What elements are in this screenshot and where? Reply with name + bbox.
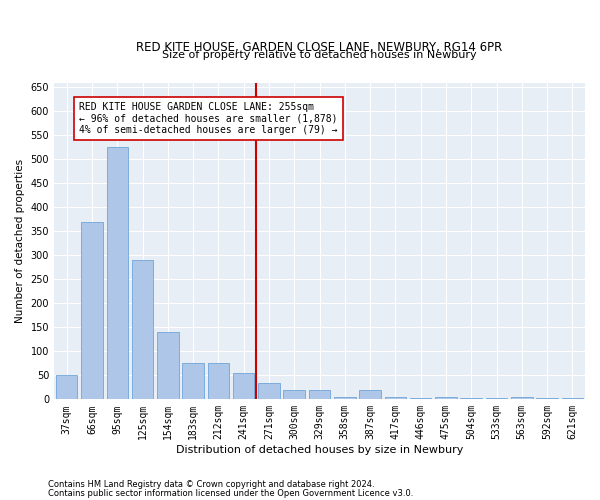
Bar	[486, 398, 507, 400]
Text: RED KITE HOUSE GARDEN CLOSE LANE: 255sqm
← 96% of detached houses are smaller (1: RED KITE HOUSE GARDEN CLOSE LANE: 255sqm…	[79, 102, 338, 135]
Bar	[385, 397, 406, 400]
Text: Contains HM Land Registry data © Crown copyright and database right 2024.: Contains HM Land Registry data © Crown c…	[48, 480, 374, 489]
X-axis label: Distribution of detached houses by size in Newbury: Distribution of detached houses by size …	[176, 445, 463, 455]
Y-axis label: Number of detached properties: Number of detached properties	[15, 159, 25, 323]
Bar	[107, 148, 128, 400]
Bar	[283, 390, 305, 400]
Text: Contains public sector information licensed under the Open Government Licence v3: Contains public sector information licen…	[48, 488, 413, 498]
Bar	[208, 364, 229, 400]
Bar	[359, 390, 381, 400]
Bar	[233, 373, 254, 400]
Bar	[410, 398, 431, 400]
Bar	[460, 398, 482, 400]
Bar	[81, 222, 103, 400]
Bar	[334, 397, 356, 400]
Bar	[56, 376, 77, 400]
Bar	[435, 397, 457, 400]
Bar	[511, 397, 533, 400]
Title: Size of property relative to detached houses in Newbury: Size of property relative to detached ho…	[162, 50, 477, 59]
Bar	[258, 382, 280, 400]
Bar	[132, 260, 153, 400]
Text: RED KITE HOUSE, GARDEN CLOSE LANE, NEWBURY, RG14 6PR: RED KITE HOUSE, GARDEN CLOSE LANE, NEWBU…	[136, 41, 503, 54]
Bar	[157, 332, 179, 400]
Bar	[309, 390, 330, 400]
Bar	[536, 398, 558, 400]
Bar	[562, 398, 583, 400]
Bar	[182, 364, 204, 400]
